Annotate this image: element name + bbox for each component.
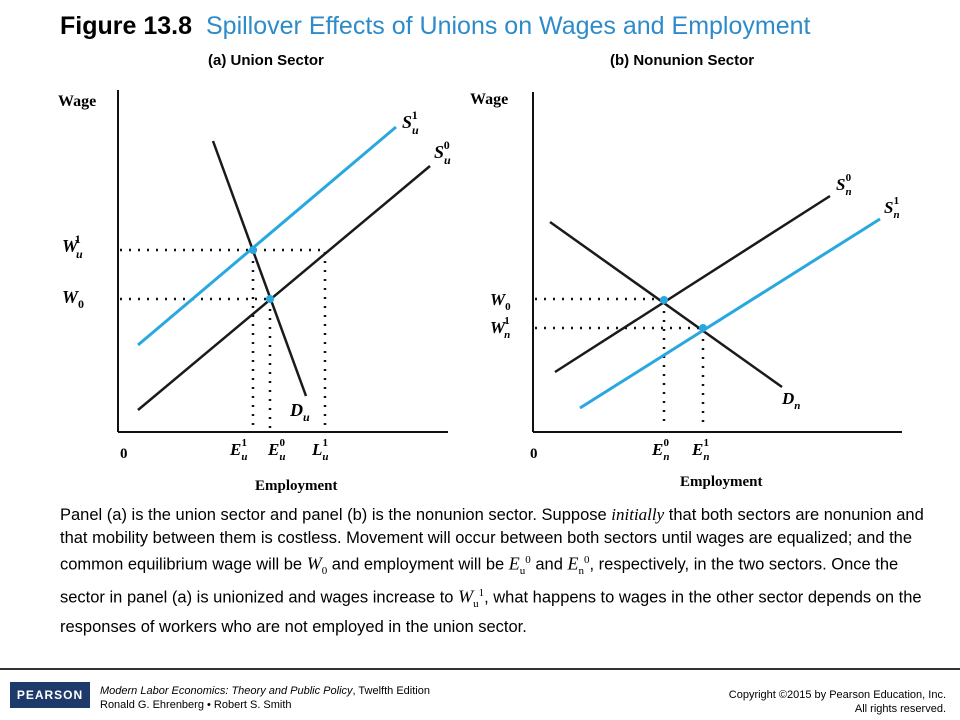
panel-b-y-label: Wage (470, 91, 508, 108)
svg-text:Eu0: Eu0 (267, 437, 285, 463)
panel-a-demand-line (211, 140, 308, 397)
panel-b-labels: W0 Wn1 Sn0 Sn1 Dn En0 En1 (490, 172, 900, 463)
panel-a-equilibrium-point (266, 295, 274, 303)
pearson-logo: PEARSON (10, 682, 90, 708)
svg-text:Eu1: Eu1 (229, 437, 247, 463)
svg-text:En1: En1 (691, 437, 709, 463)
copyright-notice: Copyright ©2015 by Pearson Education, In… (728, 689, 946, 715)
figure-number: Figure 13.8 (60, 12, 192, 40)
caption-initially: initially (611, 505, 665, 524)
svg-text:Su0: Su0 (434, 138, 451, 167)
svg-text:Su1: Su1 (402, 108, 419, 137)
svg-text:Du: Du (289, 400, 310, 424)
svg-text:W0: W0 (62, 287, 84, 311)
svg-text:En0: En0 (651, 437, 669, 463)
panel-b-x-label: Employment (680, 474, 763, 490)
panel-a-origin: 0 (120, 446, 128, 462)
panel-a-labels: Wu1 W0 Su1 Su0 Du Eu1 Eu0 Lu1 (62, 108, 451, 463)
panel-a-union-point (249, 246, 257, 254)
svg-text:Sn1: Sn1 (884, 195, 900, 221)
panel-a-guides (120, 248, 327, 428)
figure-caption: Panel (a) is the union sector and panel … (60, 505, 924, 636)
diagram-svg: Wage 0 Employment Wu1 W0 Su1 Su0 Du Eu1 … (58, 90, 902, 494)
panel-b-origin: 0 (530, 446, 538, 462)
panel-b-supply-original-line (554, 194, 831, 374)
panel-a-y-label: Wage (58, 93, 96, 110)
svg-text:Wu1: Wu1 (62, 232, 83, 261)
panel-a-supply-shifted-line (137, 125, 397, 347)
footer-divider (0, 668, 960, 670)
book-citation: Modern Labor Economics: Theory and Publi… (100, 685, 430, 711)
panel-b-supply-shifted-line (579, 217, 881, 410)
panel-b-guides (535, 297, 705, 428)
figure-title: Figure 13.8 Spillover Effects of Unions o… (60, 12, 810, 41)
panel-b-demand-line (549, 220, 783, 389)
panel-b-title: (b) Nonunion Sector (610, 52, 755, 69)
figure-title-text: Spillover Effects of Unions on Wages and… (206, 12, 811, 40)
panel-b-new-point (699, 324, 707, 332)
panel-a-supply-original-line (137, 165, 431, 411)
svg-text:Wn1: Wn1 (490, 315, 510, 341)
panel-b-equilibrium-point (660, 296, 668, 304)
svg-text:W0: W0 (490, 290, 511, 313)
svg-text:Sn0: Sn0 (836, 172, 852, 198)
panel-a-x-label: Employment (255, 478, 338, 494)
svg-text:Lu1: Lu1 (311, 437, 329, 463)
svg-text:Dn: Dn (781, 389, 800, 412)
panel-a-title: (a) Union Sector (208, 52, 324, 69)
